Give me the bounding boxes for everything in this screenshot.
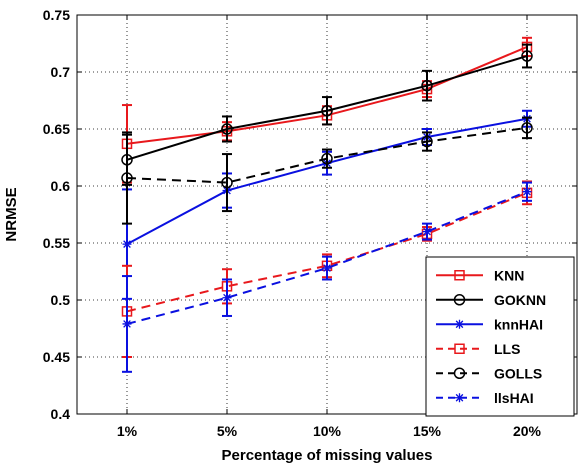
- legend-marker-golls: [453, 367, 466, 379]
- legend: KNN GOKNN knnHAI LLS GOLLS llsHAI: [425, 256, 575, 417]
- axis-ticks: 1% 5% 10% 15% 20% 0.4 0.45 0.5 0.55 0.6 0.65 0.7 0.7…: [43, 7, 577, 439]
- star-marker-path: [522, 187, 532, 197]
- point-golls: [221, 176, 233, 189]
- star-marker-path: [455, 393, 464, 403]
- y-tick-label: 0.7: [51, 64, 71, 80]
- point-llshai: [122, 319, 132, 329]
- point-golls: [521, 122, 533, 134]
- point-llshai: [422, 227, 432, 237]
- y-axis-label: NRMSE: [3, 187, 20, 241]
- legend-box: [425, 256, 575, 417]
- star-marker-path: [322, 263, 332, 273]
- point-golls: [321, 152, 333, 165]
- x-tick-label: 5%: [217, 423, 238, 439]
- point-goknn: [521, 50, 533, 62]
- star-marker-path: [455, 319, 464, 329]
- legend-label-goknn: GOKNN: [494, 292, 546, 308]
- star-marker-path: [222, 293, 232, 303]
- star-marker-path: [122, 319, 132, 329]
- point-golls: [121, 172, 133, 184]
- y-tick-label: 0.5: [51, 292, 71, 308]
- point-goknn: [221, 123, 233, 135]
- point-llshai: [322, 263, 332, 273]
- legend-label-golls: GOLLS: [494, 365, 542, 381]
- legend-label-knn: KNN: [494, 267, 524, 283]
- y-tick-label: 0.4: [51, 406, 71, 422]
- legend-marker-llshai: [455, 393, 464, 403]
- y-tick-label: 0.6: [51, 178, 71, 194]
- series-line-lls: [126, 191, 528, 313]
- series-line-llshai: [126, 190, 528, 325]
- star-marker-path: [122, 239, 132, 249]
- point-knnhai: [122, 239, 132, 249]
- y-tick-label: 0.45: [43, 349, 70, 365]
- y-tick-label: 0.75: [43, 7, 70, 23]
- x-tick-label: 15%: [413, 423, 442, 439]
- legend-label-knnhai: knnHAI: [494, 316, 543, 332]
- legend-marker-knnhai: [455, 319, 464, 329]
- point-goknn: [321, 105, 333, 117]
- series-group: [121, 36, 533, 373]
- legend-marker-knn: [454, 270, 465, 281]
- point-llshai: [222, 293, 232, 303]
- legend-marker-lls: [454, 343, 465, 354]
- x-axis-label: Percentage of missing values: [222, 447, 433, 464]
- legend-label-lls: LLS: [494, 341, 520, 357]
- x-tick-label: 20%: [513, 423, 542, 439]
- legend-marker-goknn: [453, 294, 466, 306]
- star-marker-path: [422, 227, 432, 237]
- y-tick-label: 0.55: [43, 235, 70, 251]
- point-golls: [421, 135, 433, 148]
- x-tick-label: 10%: [313, 423, 342, 439]
- x-tick-label: 1%: [117, 423, 138, 439]
- point-goknn: [421, 79, 433, 92]
- series-llshai: [122, 181, 532, 373]
- series-golls: [121, 116, 533, 225]
- point-llshai: [522, 187, 532, 197]
- y-tick-label: 0.65: [43, 121, 70, 137]
- legend-label-llshai: llsHAI: [494, 390, 534, 406]
